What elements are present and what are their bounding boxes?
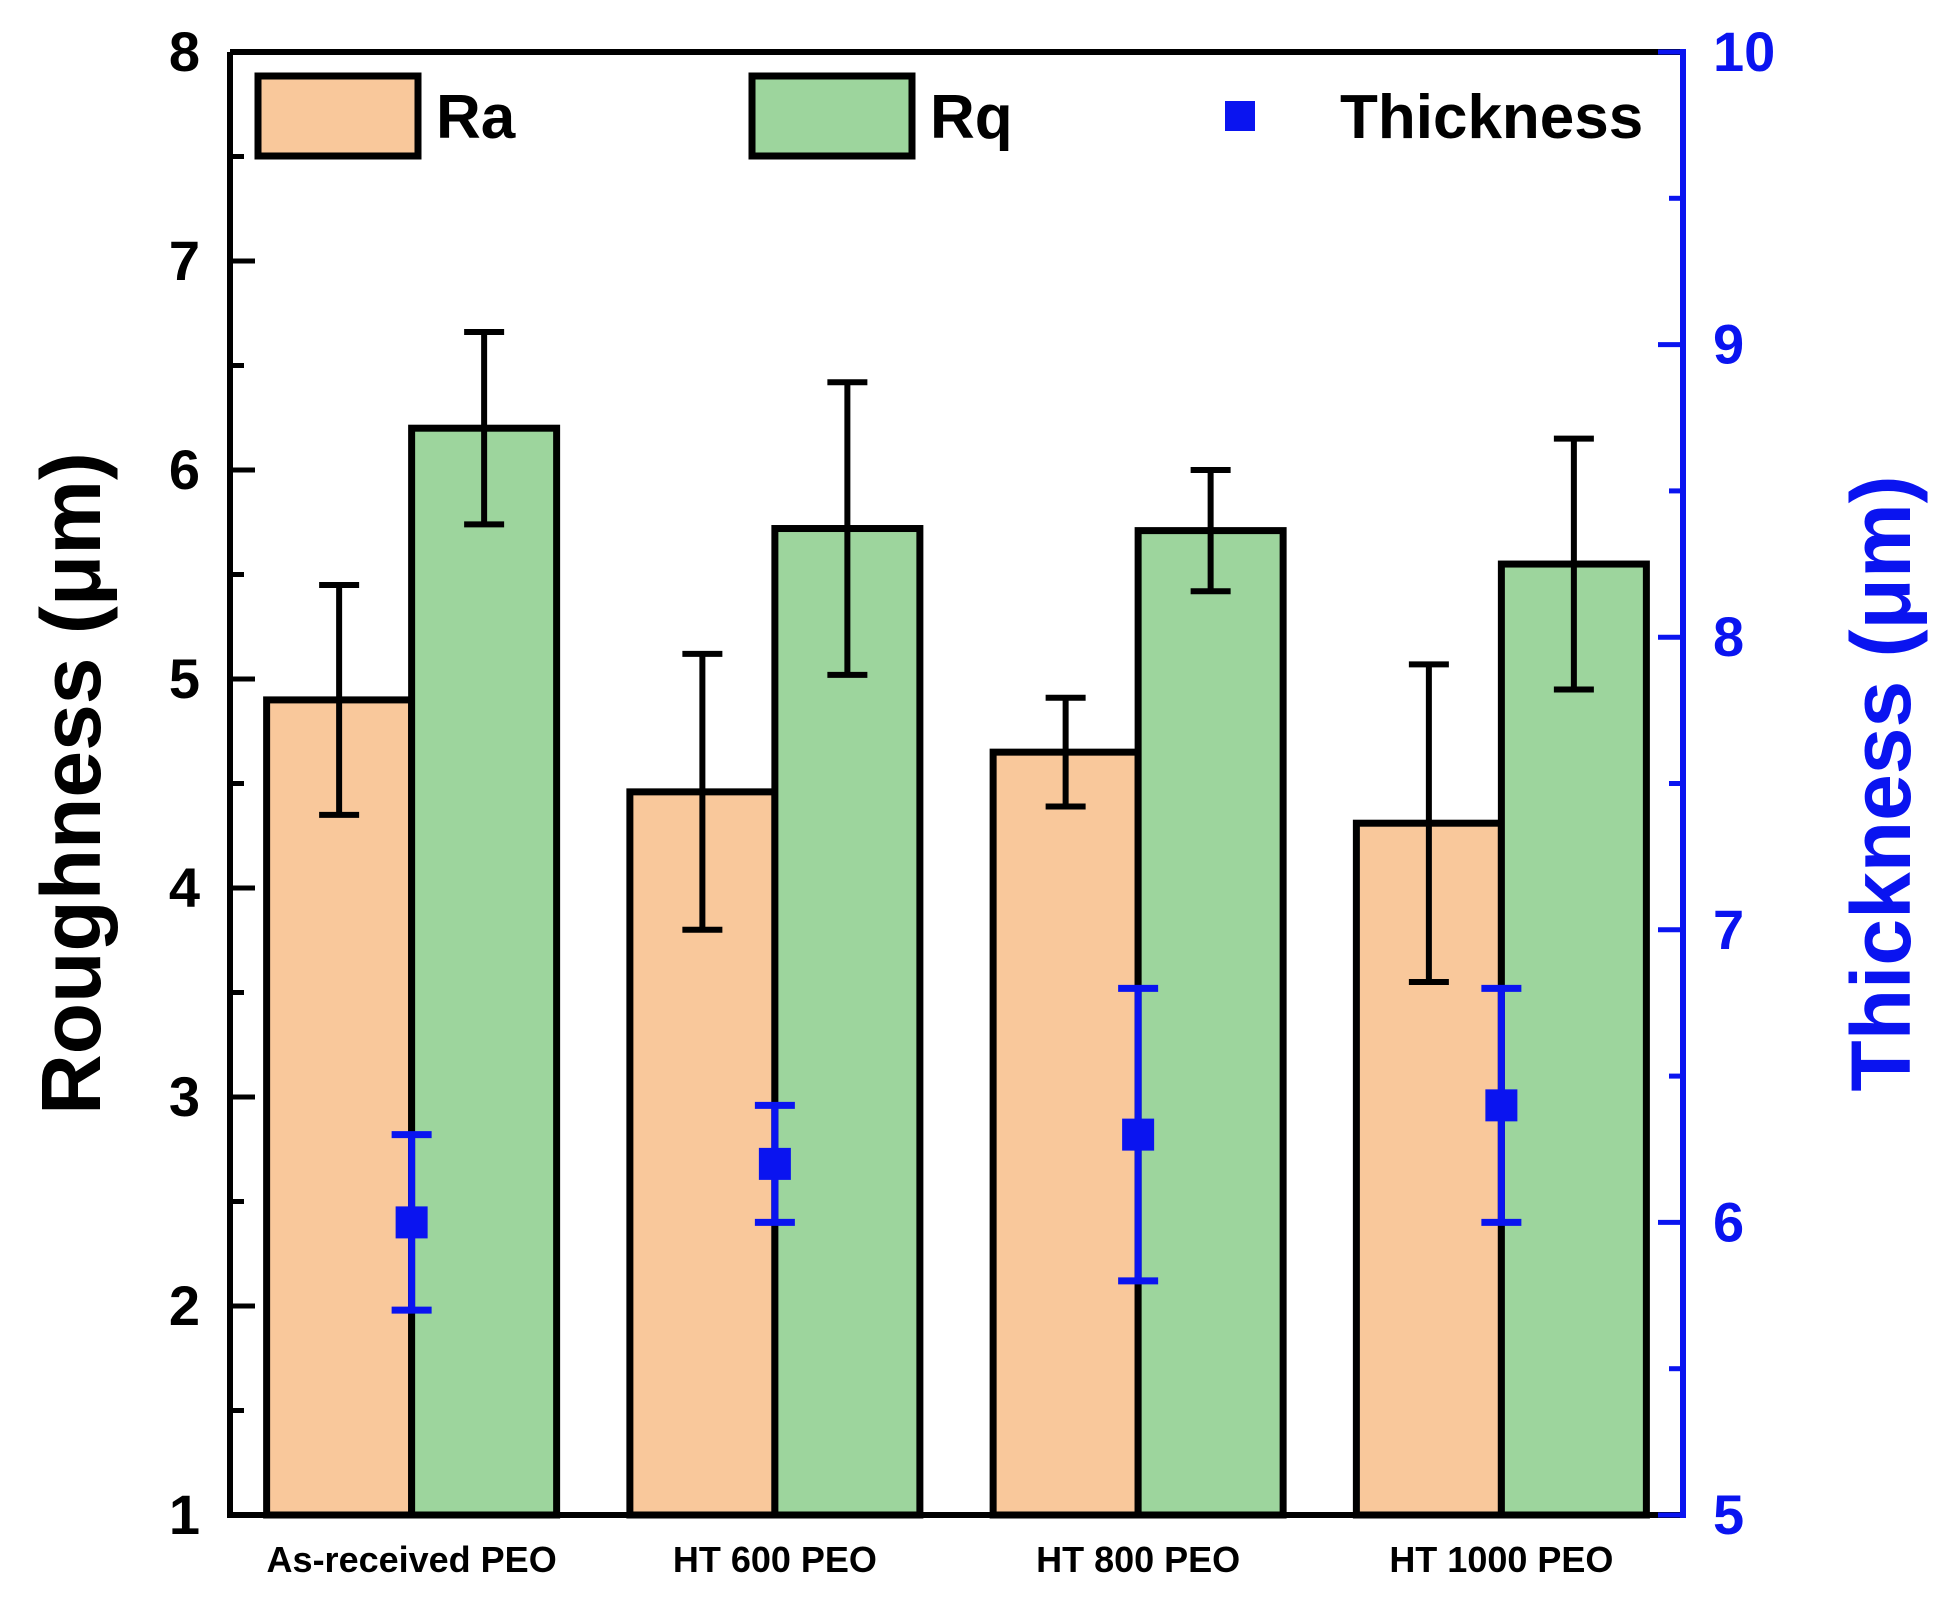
y-tick-label-1: 1 <box>169 1483 200 1546</box>
bar-rq-4 <box>1497 560 1650 1519</box>
error-bars-layer <box>319 329 1594 986</box>
bar-rq-2 <box>771 525 924 1519</box>
legend-swatch-rq <box>748 72 916 160</box>
y-tick-label-7: 7 <box>169 229 200 292</box>
y2-tick-label-5: 5 <box>1713 1483 1744 1546</box>
thickness-point-3 <box>1122 1118 1155 1151</box>
y-tick-label-5: 5 <box>169 647 200 710</box>
bars-layer <box>263 424 1650 1519</box>
x-tick-label-1: As-received PEO <box>267 1539 557 1580</box>
y-tick-label-4: 4 <box>169 856 200 919</box>
y2-tick-label-10: 10 <box>1713 20 1775 83</box>
bar-rq-3 <box>1134 527 1287 1519</box>
legend-marker-thickness <box>1225 101 1255 131</box>
legend-label-rq: Rq <box>930 83 1013 152</box>
y2-tick-label-7: 7 <box>1713 898 1744 961</box>
y2-tick-label-6: 6 <box>1713 1190 1744 1253</box>
thickness-point-4 <box>1485 1089 1518 1122</box>
y-tick-label-6: 6 <box>169 438 200 501</box>
thickness-layer <box>391 984 1522 1314</box>
thickness-point-1 <box>395 1206 428 1239</box>
x-tick-label-3: HT 800 PEO <box>1036 1539 1240 1580</box>
thickness-point-2 <box>758 1147 791 1180</box>
y2-axis-title: Thickness (μm) <box>1834 475 1928 1091</box>
bar-ra-1 <box>263 696 416 1519</box>
legend-swatch-ra <box>254 72 422 160</box>
bar-rq-1 <box>408 424 561 1519</box>
y2-tick-label-8: 8 <box>1713 605 1744 668</box>
axes-layer: As-received PEO HT 600 PEO HT 800 PEO HT 10… <box>169 20 1775 1580</box>
x-tick-label-4: HT 1000 PEO <box>1389 1539 1613 1580</box>
bar-ra-3 <box>989 748 1142 1519</box>
y-tick-label-2: 2 <box>169 1274 200 1337</box>
y2-tick-label-9: 9 <box>1713 313 1744 376</box>
y-axis-title: Roughness (μm) <box>24 452 118 1115</box>
legend-label-ra: Ra <box>436 83 516 152</box>
x-tick-label-2: HT 600 PEO <box>673 1539 877 1580</box>
legend-label-thickness: Thickness <box>1340 83 1643 152</box>
y-tick-label-8: 8 <box>169 20 200 83</box>
legend: Ra Rq Thickness <box>254 72 1643 160</box>
y-tick-label-3: 3 <box>169 1065 200 1128</box>
